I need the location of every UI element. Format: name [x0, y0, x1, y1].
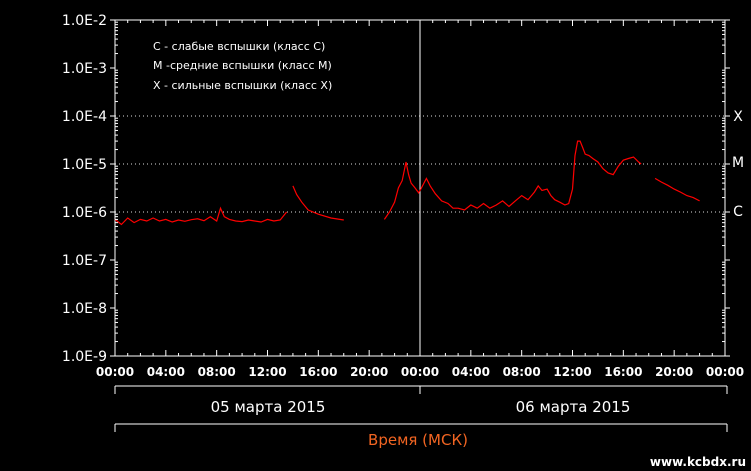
y-tick-label: 1.0E-5: [62, 157, 107, 173]
class-label-m: M: [732, 155, 744, 171]
x-tick-label: 04:00: [452, 365, 490, 379]
y-tick-label: 1.0E-8: [62, 301, 107, 317]
y-tick-label: 1.0E-7: [62, 253, 107, 269]
y-tick-label: 1.0E-6: [62, 205, 107, 221]
x-axis-title: Время (МСК): [368, 431, 468, 449]
x-tick-label: 16:00: [604, 365, 642, 379]
x-tick-label: 00:00: [706, 365, 744, 379]
flux-segment-1: [114, 206, 288, 226]
x-tick-label: 20:00: [655, 365, 693, 379]
flux-segment-3: [383, 140, 642, 220]
x-tick-label: 00:00: [96, 365, 134, 379]
class-label-c: C: [733, 204, 743, 220]
legend-item-c: C - слабые вспышки (класс C): [153, 40, 325, 53]
flux-segment-4: [654, 177, 700, 202]
y-tick-label: 1.0E-4: [62, 109, 107, 125]
date-label-day1: 05 марта 2015: [211, 398, 326, 416]
x-tick-label: 12:00: [553, 365, 591, 379]
y-tick-label: 1.0E-3: [62, 61, 107, 77]
x-tick-label: 12:00: [248, 365, 286, 379]
flare-class-labels: X M C: [732, 109, 744, 220]
y-axis: 1.0E-2 1.0E-3 1.0E-4 1.0E-5 1.0E-6 1.0E-7 1.0E…: [62, 13, 730, 365]
xray-flux-series: [114, 140, 700, 226]
x-tick-label: 16:00: [299, 365, 337, 379]
flux-segment-2: [292, 185, 344, 221]
x-tick-label: 04:00: [147, 365, 185, 379]
date-bracket: 05 марта 2015 06 марта 2015 Время (МСК): [114, 385, 728, 449]
legend-item-x: X - сильные вспышки (класс X): [153, 79, 332, 92]
x-tick-label: 08:00: [503, 365, 541, 379]
class-label-x: X: [733, 109, 743, 125]
x-tick-label: 08:00: [198, 365, 236, 379]
y-tick-label: 1.0E-9: [62, 349, 107, 365]
legend: C - слабые вспышки (класс C) M -средние …: [153, 40, 332, 92]
y-tick-label: 1.0E-2: [62, 13, 107, 29]
x-axis: 00:00 04:00 08:00 12:00 16:00 20:00 00:00 04:00…: [96, 20, 744, 379]
legend-item-m: M -средние вспышки (класс M): [153, 59, 332, 72]
x-tick-label: 00:00: [401, 365, 439, 379]
watermark: www.kcbdx.ru: [650, 455, 746, 469]
date-label-day2: 06 марта 2015: [516, 398, 631, 416]
x-tick-label: 20:00: [350, 365, 388, 379]
